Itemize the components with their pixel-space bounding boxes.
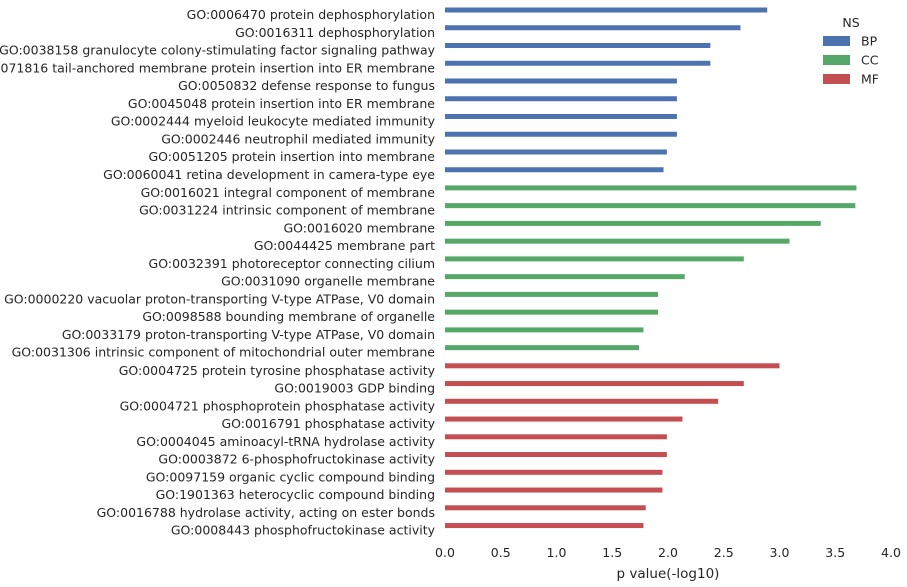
legend-label: MF: [861, 72, 879, 87]
category-label: GO:0032391 photoreceptor connecting cili…: [149, 256, 435, 271]
category-label: GO:0016020 membrane: [283, 220, 435, 235]
bar-bp: [445, 131, 677, 137]
category-label: GO:0033179 proton-transporting V-type AT…: [62, 327, 435, 342]
legend-title: NS: [842, 15, 859, 30]
bar-cc: [445, 327, 644, 333]
bar-cc: [445, 309, 658, 315]
category-label: GO:0060041 retina development in camera-…: [103, 167, 435, 182]
x-tick-label: 1.0: [547, 545, 567, 560]
x-tick-label: 0.5: [491, 545, 511, 560]
legend-swatch-cc: [823, 55, 850, 65]
x-tick-labels-group: 0.0 0.5 1.0 1.5 2.0 2.5 3.0 3.5 4.0: [435, 545, 901, 560]
x-tick-label: 3.5: [825, 545, 845, 560]
category-label: GO:0016311 dephosphorylation: [235, 25, 435, 40]
bar-cc: [445, 256, 744, 262]
category-label: GO:0016788 hydrolase activity, acting on…: [97, 505, 435, 520]
bar-cc: [445, 185, 857, 191]
category-label: GO:0016021 integral component of membran…: [141, 185, 436, 200]
category-label: GO:0045048 protein insertion into ER mem…: [128, 96, 435, 111]
bar-bp: [445, 167, 664, 173]
category-label: GO:0004721 phosphoprotein phosphatase ac…: [120, 398, 436, 413]
bar-mf: [445, 523, 644, 529]
bar-bp: [445, 149, 667, 155]
bar-bp: [445, 60, 711, 66]
bar-cc: [445, 220, 821, 226]
category-label: GO:0016791 phosphatase activity: [221, 416, 435, 431]
bars-group: [445, 7, 857, 529]
category-label: GO:0002446 neutrophil mediated immunity: [161, 131, 435, 146]
category-label: GO:0000220 vacuolar proton-transporting …: [4, 291, 435, 306]
category-label: GO:0071816 tail-anchored membrane protei…: [0, 60, 435, 75]
bar-bp: [445, 7, 768, 13]
category-label: GO:0031224 intrinsic component of membra…: [139, 203, 435, 218]
bar-cc: [445, 345, 640, 351]
bar-mf: [445, 487, 663, 493]
category-label: GO:1901363 heterocyclic compound binding: [156, 487, 435, 502]
bar-cc: [445, 238, 790, 244]
legend: NS BP CC MF: [823, 15, 879, 87]
category-label: GO:0051205 protein insertion into membra…: [148, 149, 435, 164]
category-label: GO:0003872 6-phosphofructokinase activit…: [158, 452, 435, 467]
category-label: GO:0031306 intrinsic component of mitoch…: [12, 345, 436, 360]
category-label: GO:0097159 organic cyclic compound bindi…: [146, 469, 435, 484]
category-label: GO:0004045 aminoacyl-tRNA hydrolase acti…: [136, 434, 435, 449]
bar-mf: [445, 381, 744, 387]
bar-mf: [445, 469, 663, 475]
legend-label: BP: [861, 34, 878, 49]
category-label: GO:0008443 phosphofructokinase activity: [171, 523, 436, 538]
category-label: GO:0098588 bounding membrane of organell…: [142, 309, 435, 324]
x-axis-label: p value(-log10): [617, 566, 720, 582]
bar-mf: [445, 434, 667, 440]
legend-label: CC: [861, 53, 879, 68]
bar-cc: [445, 291, 658, 297]
category-label: GO:0038158 granulocyte colony-stimulatin…: [0, 43, 436, 58]
category-label: GO:0019003 GDP binding: [274, 381, 435, 396]
category-label: GO:0044425 membrane part: [254, 238, 435, 253]
x-tick-label: 2.0: [658, 545, 678, 560]
category-label: GO:0050832 defense response to fungus: [178, 78, 435, 93]
x-tick-label: 0.0: [435, 545, 455, 560]
bar-mf: [445, 416, 683, 422]
bar-mf: [445, 363, 780, 369]
x-tick-label: 1.5: [602, 545, 622, 560]
x-tick-label: 3.0: [770, 545, 790, 560]
bar-bp: [445, 43, 711, 48]
bar-cc: [445, 203, 856, 209]
legend-swatch-bp: [823, 36, 850, 46]
bar-mf: [445, 505, 646, 511]
bar-mf: [445, 452, 667, 458]
category-label: GO:0031090 organelle membrane: [221, 274, 435, 289]
legend-swatch-mf: [823, 74, 850, 84]
bar-bp: [445, 96, 677, 102]
bar-bp: [445, 78, 677, 84]
bar-cc: [445, 274, 685, 280]
category-label: GO:0002444 myeloid leukocyte mediated im…: [111, 114, 436, 129]
category-label: GO:0006470 protein dephosphorylation: [187, 7, 435, 22]
x-tick-label: 2.5: [714, 545, 734, 560]
category-labels-group: GO:0006470 protein dephosphorylation GO:0…: [0, 7, 436, 538]
bar-mf: [445, 398, 719, 404]
category-label: GO:0004725 protein tyrosine phosphatase …: [119, 363, 436, 378]
bar-bp: [445, 114, 677, 119]
x-tick-label: 4.0: [881, 545, 901, 560]
bar-bp: [445, 25, 741, 31]
